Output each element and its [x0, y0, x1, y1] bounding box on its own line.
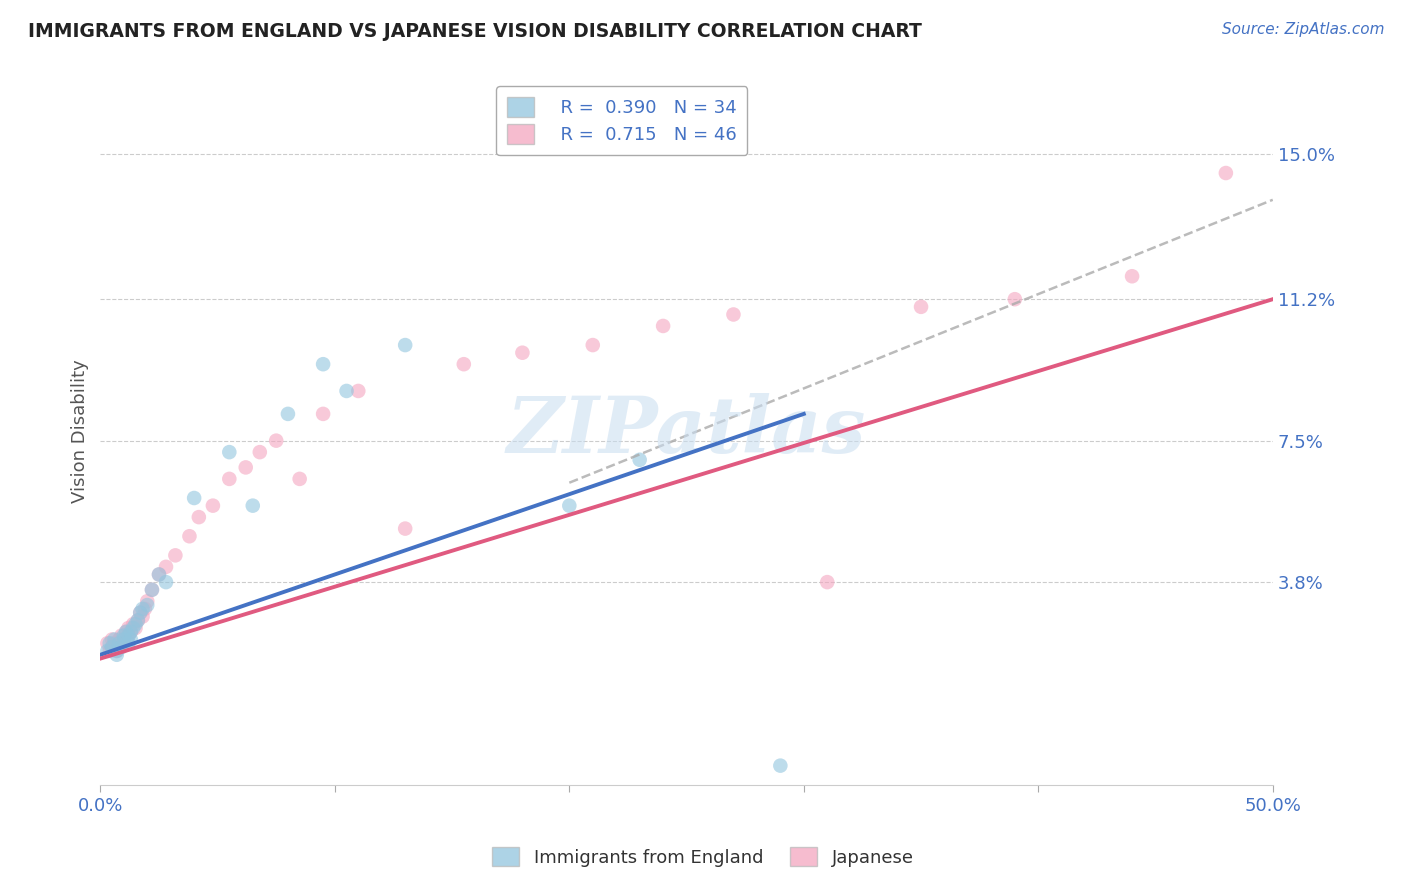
Point: [129, 606, 152, 620]
Point: [394, 522, 416, 536]
Point: [108, 632, 131, 647]
Point: [815, 575, 838, 590]
Legend: Immigrants from England, Japanese: Immigrants from England, Japanese: [485, 840, 921, 874]
Point: [628, 452, 651, 467]
Point: [117, 629, 139, 643]
Point: [148, 567, 170, 582]
Point: [249, 445, 271, 459]
Point: [98, 636, 121, 650]
Point: [115, 624, 138, 639]
Point: [218, 472, 240, 486]
Point: [277, 407, 299, 421]
Text: IMMIGRANTS FROM ENGLAND VS JAPANESE VISION DISABILITY CORRELATION CHART: IMMIGRANTS FROM ENGLAND VS JAPANESE VISI…: [28, 22, 922, 41]
Point: [129, 606, 152, 620]
Point: [98, 644, 121, 658]
Point: [141, 582, 163, 597]
Point: [115, 624, 138, 639]
Point: [910, 300, 932, 314]
Point: [201, 499, 224, 513]
Point: [127, 613, 149, 627]
Point: [512, 345, 534, 359]
Point: [122, 617, 145, 632]
Point: [179, 529, 201, 543]
Point: [124, 621, 146, 635]
Point: [101, 632, 124, 647]
Point: [136, 594, 159, 608]
Point: [101, 640, 124, 654]
Point: [103, 636, 125, 650]
Point: [183, 491, 205, 505]
Point: [148, 567, 170, 582]
Point: [652, 318, 675, 333]
Point: [112, 632, 135, 647]
Point: [723, 308, 745, 322]
Point: [117, 636, 139, 650]
Point: [1121, 269, 1143, 284]
Point: [105, 648, 128, 662]
Point: [288, 472, 311, 486]
Point: [218, 445, 240, 459]
Point: [122, 621, 145, 635]
Point: [235, 460, 257, 475]
Point: [131, 602, 153, 616]
Point: [96, 644, 118, 658]
Point: [1004, 292, 1026, 306]
Point: [101, 640, 124, 654]
Point: [112, 629, 135, 643]
Point: [141, 582, 163, 597]
Point: [120, 632, 142, 647]
Point: [124, 617, 146, 632]
Point: [453, 357, 475, 371]
Point: [112, 636, 135, 650]
Point: [127, 613, 149, 627]
Point: [117, 621, 139, 635]
Point: [242, 499, 264, 513]
Point: [120, 624, 142, 639]
Point: [131, 609, 153, 624]
Point: [1215, 166, 1237, 180]
Point: [110, 629, 132, 643]
Point: [312, 407, 335, 421]
Point: [347, 384, 370, 398]
Point: [582, 338, 605, 352]
Point: [335, 384, 357, 398]
Point: [155, 559, 177, 574]
Text: ZIPatlas: ZIPatlas: [508, 392, 866, 469]
Y-axis label: Vision Disability: Vision Disability: [72, 359, 89, 503]
Point: [96, 636, 118, 650]
Point: [105, 644, 128, 658]
Point: [120, 624, 142, 639]
Point: [136, 598, 159, 612]
Point: [110, 640, 132, 654]
Point: [155, 575, 177, 590]
Point: [312, 357, 335, 371]
Point: [394, 338, 416, 352]
Point: [108, 640, 131, 654]
Point: [105, 644, 128, 658]
Point: [264, 434, 287, 448]
Point: [187, 510, 209, 524]
Point: [108, 636, 131, 650]
Text: Source: ZipAtlas.com: Source: ZipAtlas.com: [1222, 22, 1385, 37]
Point: [117, 629, 139, 643]
Point: [769, 758, 792, 772]
Point: [558, 499, 581, 513]
Point: [165, 549, 187, 563]
Point: [103, 632, 125, 647]
Point: [134, 602, 156, 616]
Legend:   R =  0.390   N = 34,   R =  0.715   N = 46: R = 0.390 N = 34, R = 0.715 N = 46: [496, 87, 747, 155]
